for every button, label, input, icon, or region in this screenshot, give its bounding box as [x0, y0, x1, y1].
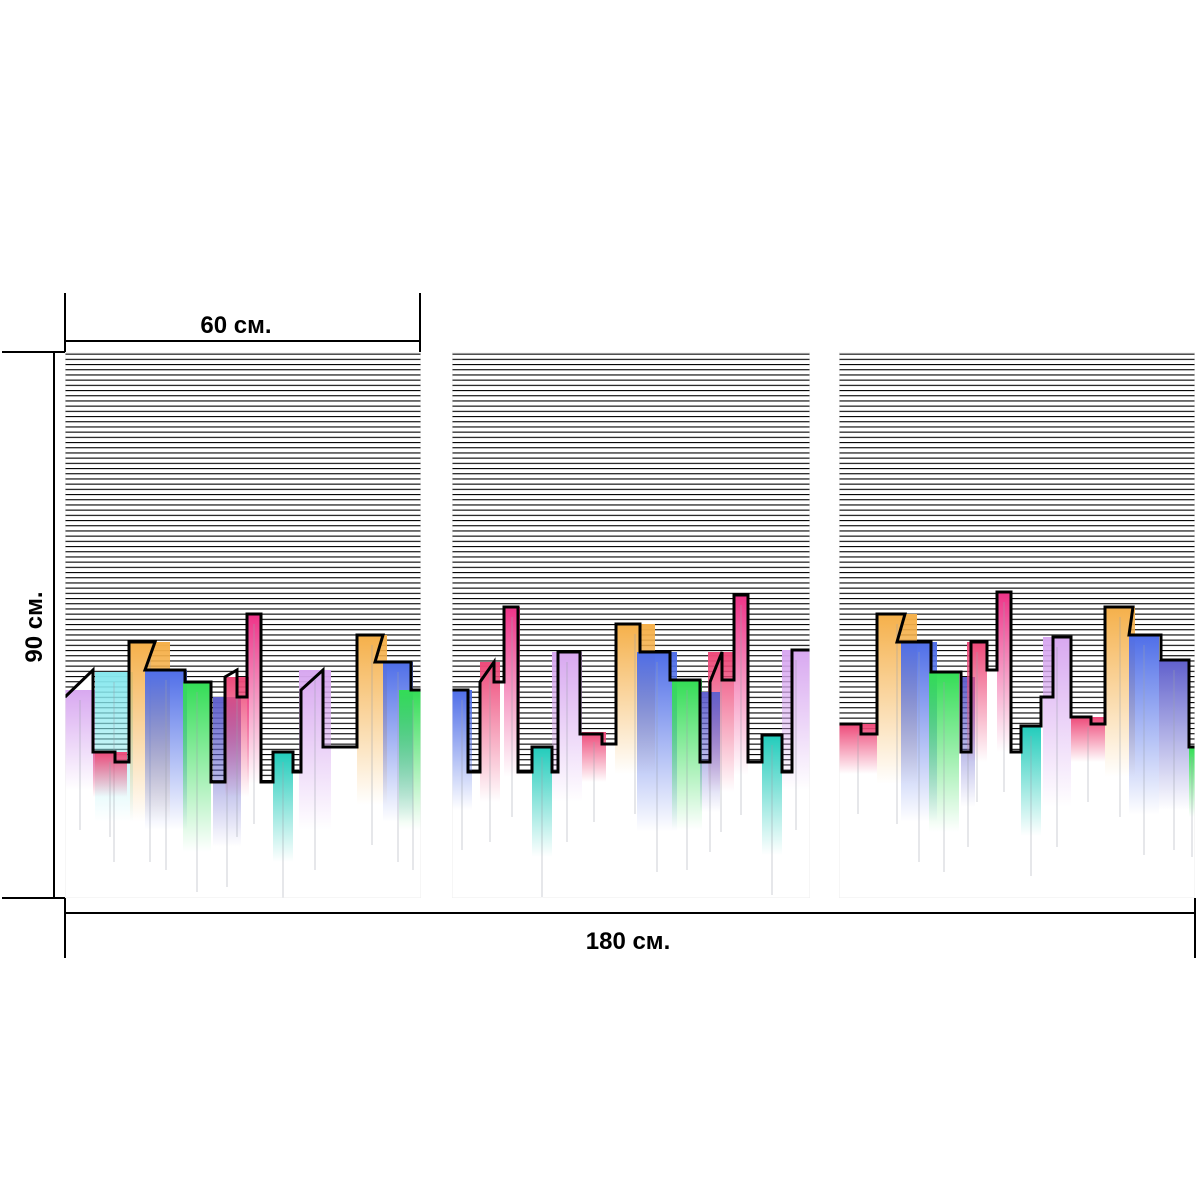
panel-width-label: 60 см. — [200, 312, 271, 339]
canvas-panel-3 — [839, 352, 1195, 898]
canvas-panel-2 — [452, 352, 810, 898]
canvas-panel-1 — [65, 352, 421, 898]
striped-sky — [839, 352, 1195, 752]
panel-width-dimension: 60 см. — [64, 293, 421, 352]
striped-sky — [65, 352, 421, 782]
skyline-outline — [839, 590, 1195, 754]
height-label: 90 см. — [21, 591, 48, 662]
total-width-label: 180 см. — [586, 928, 670, 955]
skyline-outline — [65, 612, 421, 784]
skyline-building-12 — [399, 690, 421, 830]
skyline-outline — [452, 593, 810, 774]
height-dimension: 90 см. — [2, 351, 65, 899]
total-width-dimension: 180 см. — [64, 898, 1196, 958]
striped-sky — [452, 352, 810, 772]
